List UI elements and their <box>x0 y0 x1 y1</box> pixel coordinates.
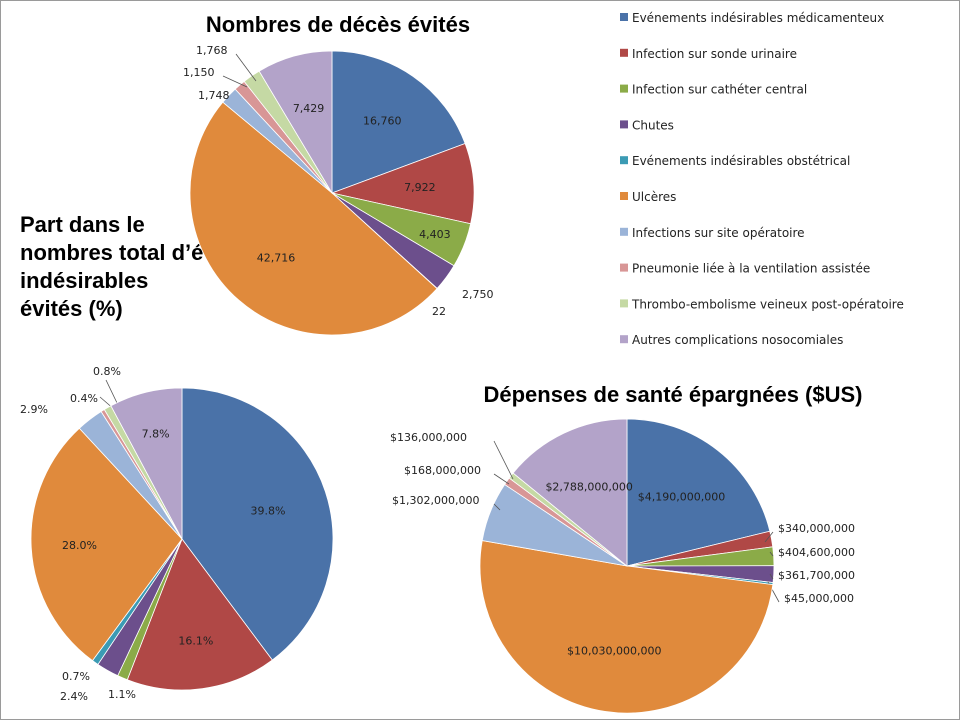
pie1-label-6: 2.9% <box>20 403 48 416</box>
legend-swatch-4 <box>620 156 628 165</box>
pie0-label-3: 2,750 <box>462 288 494 301</box>
pie0-slice-0 <box>331 50 466 194</box>
pie0-leader-7 <box>222 75 248 88</box>
pie2-label-3: $361,700,000 <box>778 569 855 582</box>
pie1-label-9: 7.8% <box>142 428 170 441</box>
pie0-leader-8 <box>235 53 257 82</box>
legend-swatch-5 <box>620 192 628 200</box>
pie1-label-2: 1.1% <box>108 688 136 701</box>
pie2-label-0: $4,190,000,000 <box>638 491 725 504</box>
legend-item-8: Thrombo-embolisme veineux post-opératoir… <box>631 297 904 311</box>
pie0-label-5: 42,716 <box>257 251 296 264</box>
pie0-slice-5 <box>189 101 438 336</box>
pie2-leader-6 <box>493 503 501 511</box>
pie1-label-0: 39.8% <box>251 504 286 517</box>
pie1-label-1: 16.1% <box>178 635 213 648</box>
pie2-slice-0 <box>626 418 771 567</box>
legend-item-3: Chutes <box>632 118 674 132</box>
pie2-leader-2 <box>769 551 774 557</box>
pie0-label-8: 1,768 <box>196 44 228 57</box>
pie1-label-8: 0.8% <box>93 365 121 378</box>
legend-swatch-3 <box>620 120 628 129</box>
pie0-label-2: 4,403 <box>419 228 451 241</box>
chart-title-deaths: Nombres de décès évités <box>206 12 470 37</box>
legend-item-1: Infection sur sonde urinaire <box>632 47 797 61</box>
pie2-label-6: $1,302,000,000 <box>392 494 479 507</box>
pie2-label-9: $2,788,000,000 <box>545 480 632 493</box>
pie1-slice-0 <box>181 387 334 661</box>
pie1-slice-5 <box>30 427 183 662</box>
pie1-label-5: 28.0% <box>62 539 97 552</box>
legend-item-9: Autres complications nosocomiales <box>632 333 843 347</box>
chart-title-costs: Dépenses de santé épargnées ($US) <box>483 382 862 407</box>
legend-swatch-1 <box>620 48 628 57</box>
pie1-slice-9 <box>110 387 183 540</box>
legend-swatch-2 <box>620 84 628 93</box>
legend-item-0: Evénements indésirables médicamenteux <box>632 11 884 25</box>
legend-item-2: Infection sur cathéter central <box>632 83 807 97</box>
pie2-label-2: $404,600,000 <box>778 546 855 559</box>
pie0-label-9: 7,429 <box>293 102 325 115</box>
pie2-label-4: $45,000,000 <box>784 592 854 605</box>
pie0-label-1: 7,922 <box>404 181 436 194</box>
pie-share: 39.8% 16.1% 1.1% 2.4% 0.7% 28.0% 2.9% 0.4% 0.8% 7… <box>20 365 334 703</box>
pie0-label-7: 1,150 <box>183 66 215 79</box>
legend-item-7: Pneumonie liée à la ventilation assistée <box>632 262 870 276</box>
legend: Evénements indésirables médicamenteux Inf… <box>620 11 904 347</box>
pie2-label-7: $168,000,000 <box>404 464 481 477</box>
pie0-label-4: 22 <box>432 305 446 318</box>
pie2-label-1: $340,000,000 <box>778 522 855 535</box>
pie-costs: $4,190,000,000 $340,000,000 $404,600,000 $3… <box>390 418 855 714</box>
pie0-slice-1 <box>330 143 475 225</box>
pie2-label-5: $10,030,000,000 <box>567 644 661 657</box>
pie1-slice-1 <box>126 538 273 691</box>
pie2-slice-5 <box>479 540 774 714</box>
pie2-slice-9 <box>512 418 628 567</box>
pie2-leader-3 <box>769 573 774 580</box>
pie2-leader-8 <box>493 440 514 480</box>
pie1-label-3: 2.4% <box>60 690 88 703</box>
pie1-label-7: 0.4% <box>70 392 98 405</box>
pie-deaths: 16,760 7,922 4,403 2,750 22 42,716 1,748 1,150 1… <box>183 44 494 336</box>
legend-swatch-9 <box>620 335 628 344</box>
legend-swatch-7 <box>620 263 628 272</box>
pie0-slice-9 <box>258 50 333 195</box>
legend-item-5: Ulcères <box>632 190 676 204</box>
pie1-leader-8 <box>105 379 119 406</box>
legend-swatch-6 <box>620 227 628 236</box>
pie2-label-8: $136,000,000 <box>390 431 467 444</box>
pie2-leader-1 <box>764 531 774 543</box>
pie1-label-4: 0.7% <box>62 670 90 683</box>
legend-item-4: Evénements indésirables obstétrical <box>632 154 850 168</box>
chart-title-share: Part dans le nombres total d’événements in… <box>20 212 318 321</box>
legend-item-6: Infections sur site opératoire <box>632 226 805 240</box>
pie0-label-6: 1,748 <box>198 89 230 102</box>
legend-swatch-8 <box>620 299 628 308</box>
legend-swatch-0 <box>620 13 628 21</box>
pie2-leader-7 <box>493 473 510 485</box>
pie0-label-0: 16,760 <box>363 115 402 128</box>
